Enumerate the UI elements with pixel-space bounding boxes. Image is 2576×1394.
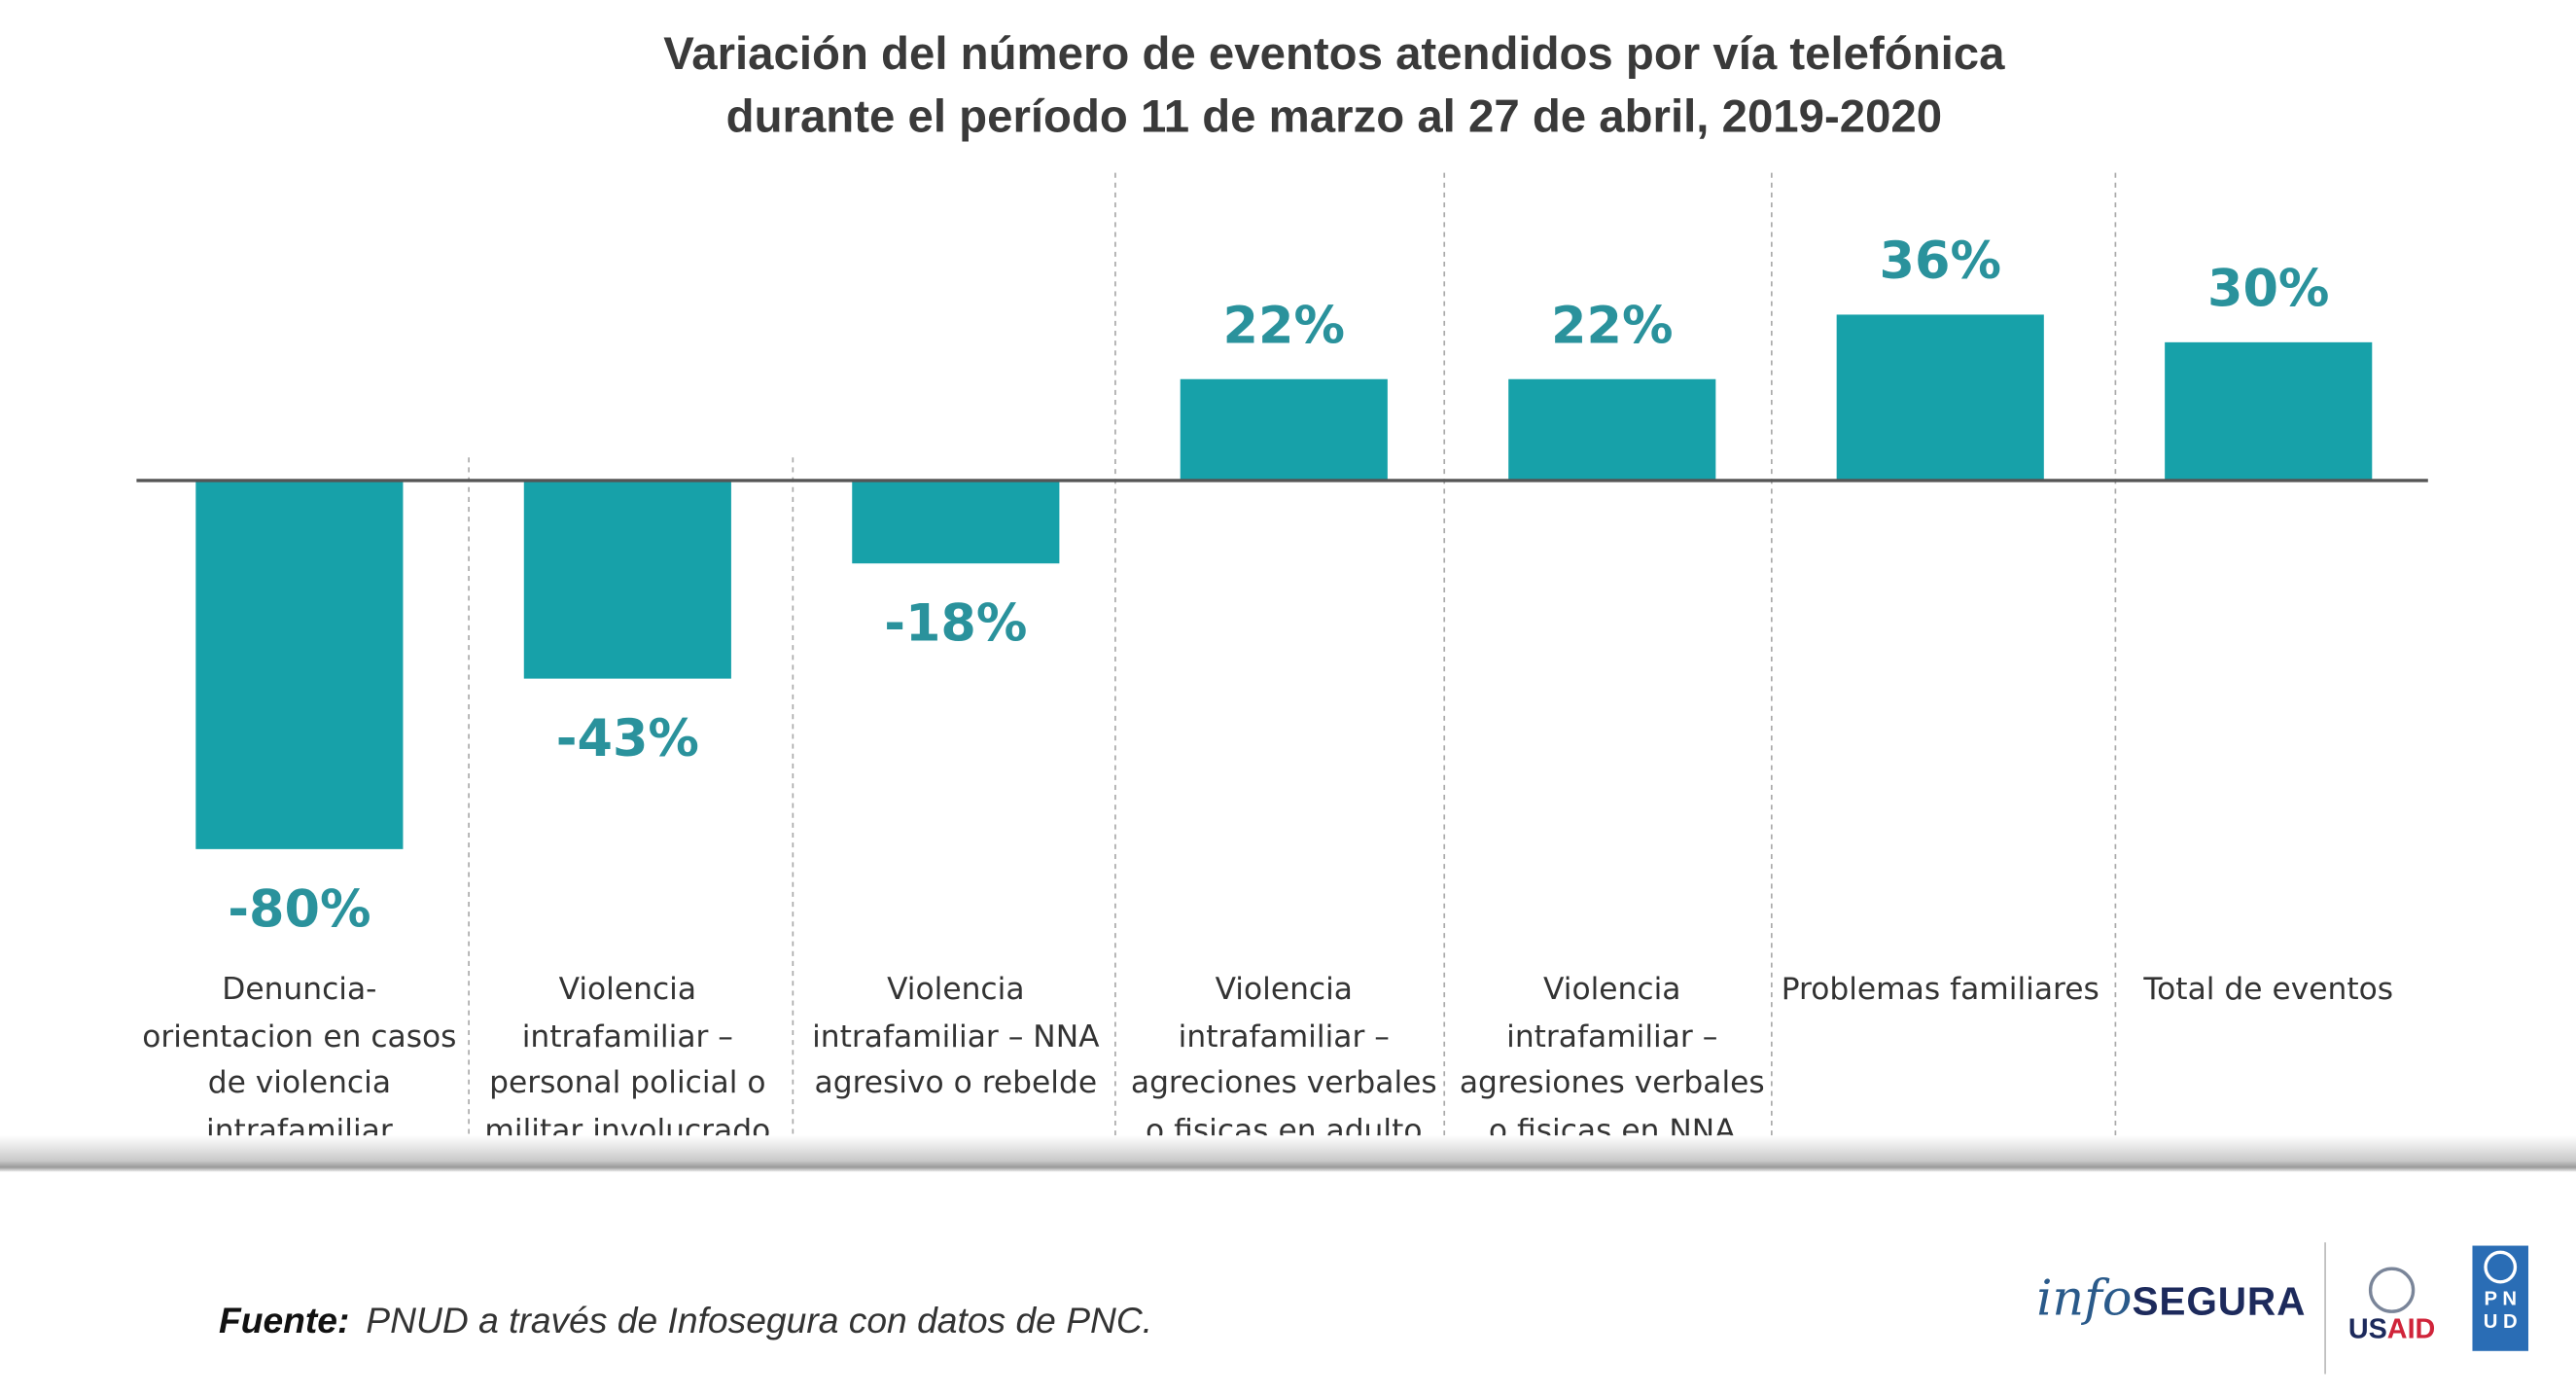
pnud-letter: U [2483, 1309, 2498, 1334]
category-label-line: Violencia [887, 972, 1025, 1008]
bar [195, 480, 404, 849]
pnud-letter: N [2502, 1286, 2517, 1310]
category-label-line: intrafamiliar – NNA [812, 1019, 1100, 1054]
source-text: PNUD a través de Infosegura con datos de… [366, 1300, 1153, 1341]
category-label-line: agresiones verbales [1459, 1066, 1765, 1101]
value-label: -80% [228, 879, 371, 939]
category-label-line: intrafamiliar – [521, 1019, 733, 1054]
category-label: Problemas familiares [1779, 968, 2101, 1015]
bar [2165, 341, 2373, 481]
category-label-line: personal policial o [489, 1066, 766, 1101]
bar [852, 480, 1060, 564]
category-label-line: Total de eventos [2143, 972, 2394, 1008]
source-label: Fuente: [218, 1300, 350, 1341]
infosegura-logo: infoSEGURA [2036, 1270, 2306, 1328]
bar [523, 480, 731, 679]
value-label: -43% [556, 709, 699, 768]
value-label: 22% [1223, 297, 1345, 356]
category-label-line: Denuncia- [222, 972, 377, 1008]
source-note: Fuente: PNUD a través de Infosegura con d… [219, 1300, 1152, 1342]
category-label-line: Violencia [1215, 972, 1353, 1008]
category-label: Violencia intrafamiliar – personal policia… [467, 968, 790, 1156]
value-label: 36% [1880, 232, 2001, 291]
category-label: Denuncia-orientacion en casos de violenci… [138, 968, 461, 1156]
logo-text-info: info [2036, 1269, 2133, 1329]
category-label-line: agresivo o rebelde [814, 1066, 1098, 1101]
category-label: Violencia intrafamiliar – agresiones verba… [1451, 968, 1774, 1156]
chart-title: Variación del número de eventos atendido… [0, 23, 2576, 149]
title-line-2: durante el período 11 de marzo al 27 de … [725, 90, 1943, 142]
bar [1836, 314, 2044, 481]
category-label-line: intrafamiliar – [1178, 1019, 1390, 1054]
value-label: 30% [2207, 260, 2329, 319]
divider-shadow [0, 1135, 2576, 1172]
category-label: Violencia intrafamiliar – NNA agresivo o r… [794, 968, 1117, 1109]
category-label-line: orientacion en casos [142, 1019, 457, 1054]
un-emblem-icon [2484, 1250, 2518, 1284]
category-label-line: Violencia [558, 972, 697, 1008]
category-label: Violencia intrafamiliar – agreciones verba… [1123, 968, 1446, 1156]
usaid-text-us: US [2347, 1312, 2387, 1345]
usaid-seal-icon [2368, 1267, 2416, 1313]
category-label-line: agreciones verbales [1130, 1066, 1437, 1101]
logo-text-segura: SEGURA [2132, 1280, 2307, 1325]
value-label: 22% [1551, 297, 1673, 356]
bar [1508, 378, 1716, 481]
bar-chart: -80% -43% -18% 22% 22% 36% 30% [136, 172, 2428, 1153]
bar [1180, 378, 1388, 481]
value-label: -18% [884, 594, 1027, 654]
pnud-logo: P N U D [2472, 1245, 2528, 1351]
logo-separator [2324, 1242, 2326, 1375]
usaid-logo: USAID [2341, 1267, 2443, 1346]
usaid-text-aid: AID [2386, 1312, 2436, 1345]
category-label-line: intrafamiliar – [1506, 1019, 1718, 1054]
category-label: Total de eventos [2107, 968, 2430, 1015]
pnud-letter: P [2484, 1286, 2497, 1310]
title-line-1: Variación del número de eventos atendido… [663, 27, 2005, 80]
category-label-line: de violencia [207, 1066, 392, 1101]
category-label-line: Violencia [1543, 972, 1681, 1008]
category-label-line: Problemas familiares [1781, 972, 2100, 1008]
pnud-letter: D [2503, 1309, 2518, 1334]
